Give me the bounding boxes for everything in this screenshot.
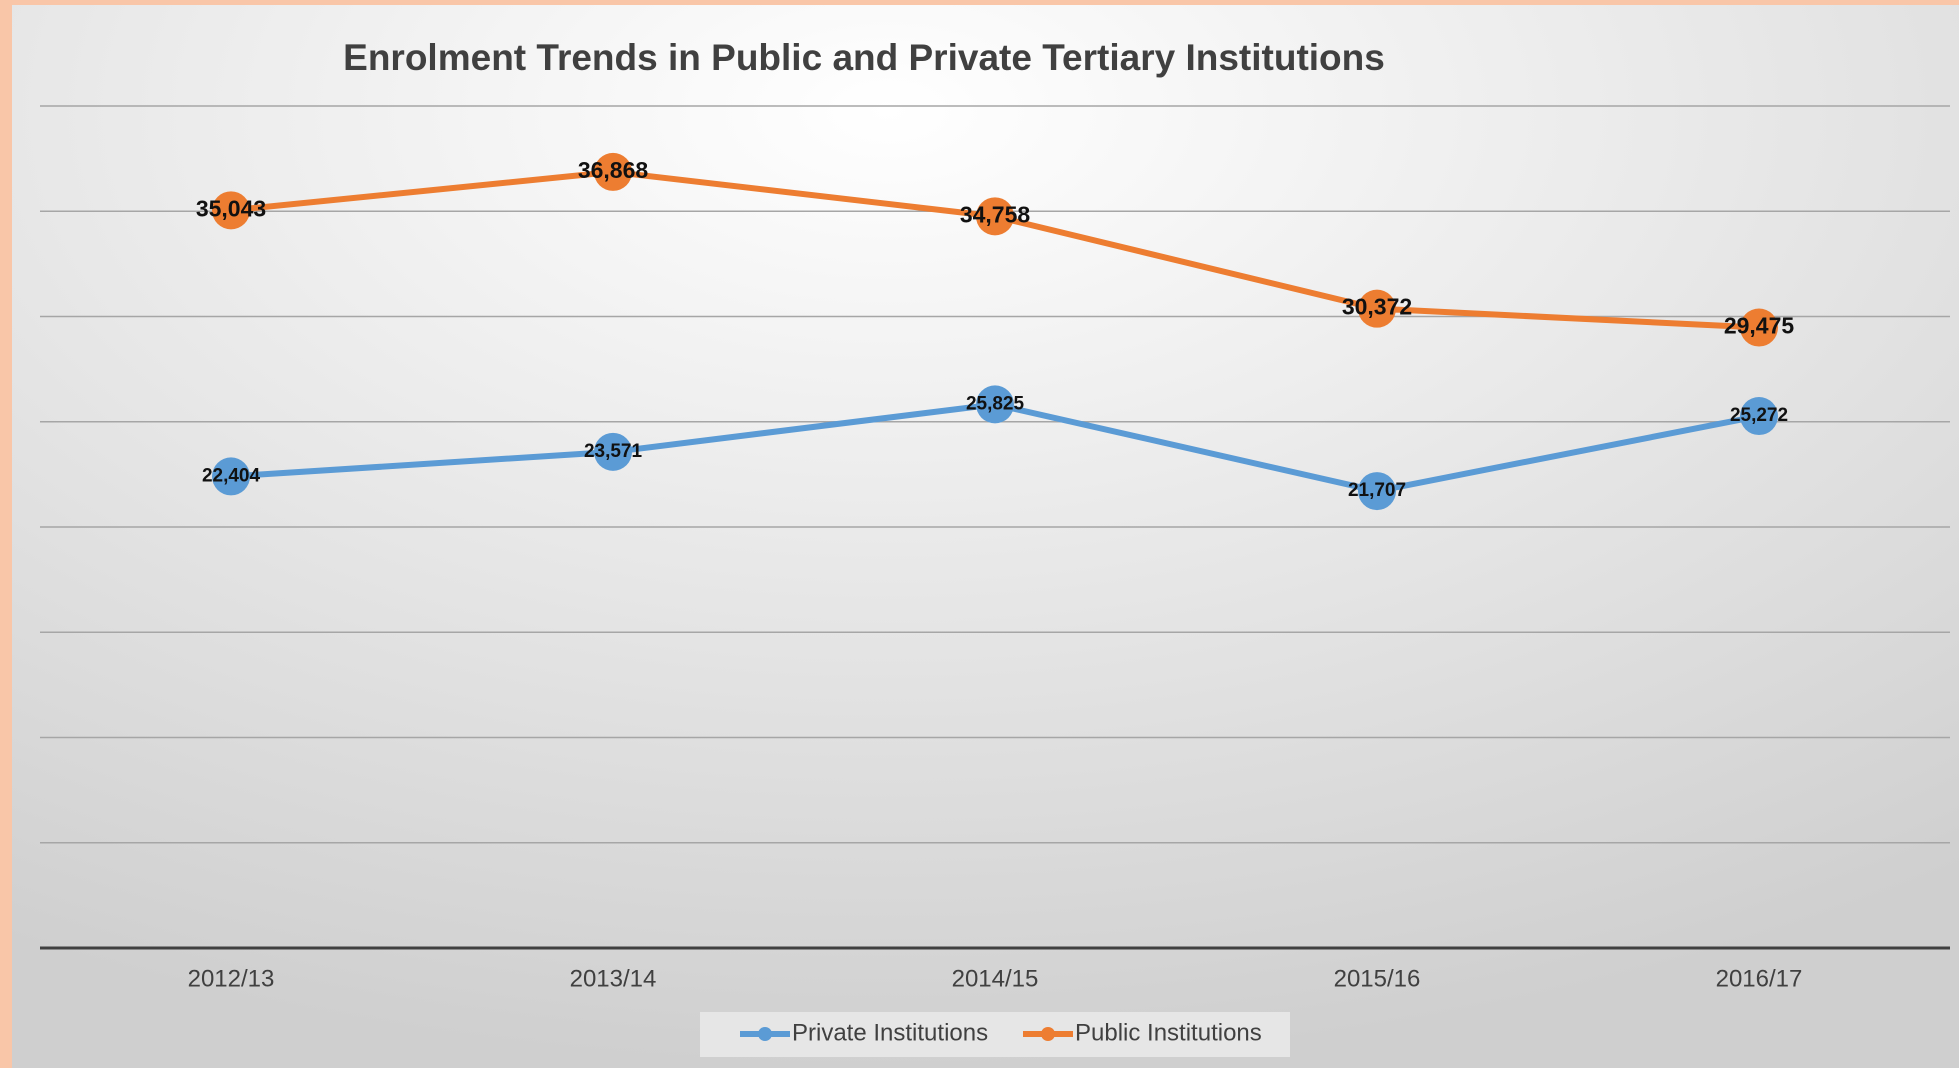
data-label: 34,758 [960, 201, 1031, 227]
x-tick-label: 2015/16 [1334, 965, 1421, 992]
marker [594, 152, 632, 191]
data-label: 23,571 [584, 441, 643, 462]
data-label: 29,475 [1724, 313, 1795, 339]
lines: 22,404 23,571 25,825 21,707 25,272 35,043 36,8… [196, 152, 1795, 511]
x-tick-label: 2014/15 [952, 965, 1039, 992]
legend-marker [758, 1027, 772, 1041]
x-tick-label: 2013/14 [570, 965, 657, 992]
data-label: 25,825 [966, 393, 1025, 414]
data-label: 25,272 [1730, 405, 1788, 426]
marker [1740, 397, 1778, 436]
legend-box [700, 1012, 1290, 1057]
marker [1358, 472, 1396, 511]
marker [976, 385, 1014, 424]
marker [212, 191, 250, 230]
legend: Private Institutions Public Institutions [740, 1019, 1262, 1046]
marker [1358, 289, 1396, 328]
legend-marker [1041, 1027, 1055, 1041]
data-label: 22,404 [202, 465, 261, 486]
data-label: 35,043 [196, 195, 266, 221]
marker [594, 432, 632, 471]
x-tick-label: 2012/13 [188, 965, 275, 992]
data-label: 30,372 [1342, 294, 1412, 320]
marker [976, 197, 1014, 236]
legend-label: Private Institutions [792, 1019, 988, 1046]
chart-area [12, 5, 1959, 1068]
chart-title: Enrolment Trends in Public and Private T… [343, 37, 1385, 78]
legend-label: Public Institutions [1075, 1019, 1262, 1046]
marker [212, 457, 250, 496]
data-label: 21,707 [1348, 480, 1406, 501]
data-label: 36,868 [578, 157, 649, 183]
marker [1740, 308, 1778, 347]
x-tick-label: 2016/17 [1716, 965, 1803, 992]
